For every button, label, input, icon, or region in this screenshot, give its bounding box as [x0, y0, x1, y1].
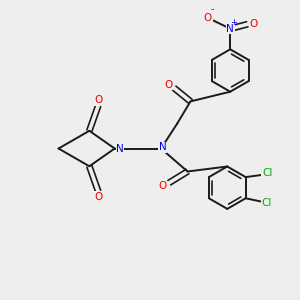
Text: Cl: Cl — [261, 198, 272, 208]
Text: O: O — [94, 192, 102, 202]
Text: O: O — [250, 19, 258, 29]
Text: O: O — [94, 95, 102, 106]
Text: Cl: Cl — [262, 168, 272, 178]
Text: +: + — [231, 18, 238, 27]
Text: -: - — [211, 4, 214, 14]
Text: O: O — [159, 181, 167, 191]
Text: O: O — [204, 13, 212, 22]
Text: O: O — [165, 80, 173, 90]
Text: N: N — [116, 143, 124, 154]
Text: N: N — [226, 24, 234, 34]
Text: N: N — [159, 142, 167, 152]
